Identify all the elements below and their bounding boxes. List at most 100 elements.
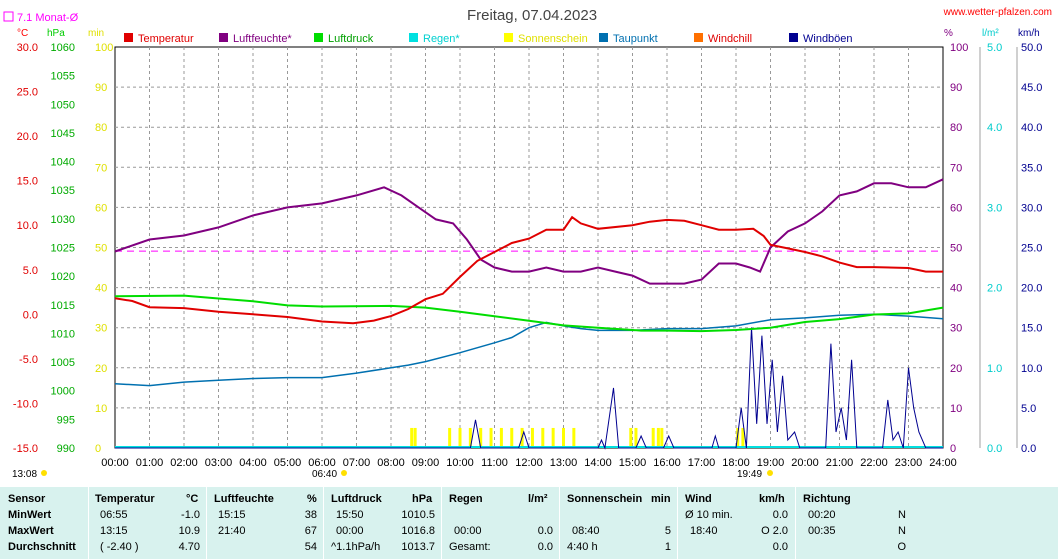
time-tick: 09:00 <box>412 457 440 469</box>
stats-cell: N <box>898 509 906 521</box>
unit-celsius: °C <box>17 28 28 39</box>
stats-cell: 13:15 <box>100 525 128 537</box>
sun-tick: 100 <box>95 42 113 54</box>
stats-cell: 00:20 <box>808 509 836 521</box>
legend-item-regen[interactable]: Regen* <box>409 33 460 45</box>
legend-item-luftfeuchte[interactable]: Luftfeuchte* <box>219 33 292 45</box>
stats-header-luftfeuchte: Luftfeuchte <box>214 493 274 505</box>
stats-cell: 54 <box>304 541 317 553</box>
sun-tick: 30 <box>95 323 107 335</box>
stats-header-luftfeuchte-unit: % <box>307 493 317 505</box>
wind-tick: 45.0 <box>1021 82 1042 94</box>
stats-cell: 1016.8 <box>401 525 435 537</box>
sun-tick: 0 <box>95 443 101 455</box>
pressure-tick: 1060 <box>51 42 75 54</box>
temp-tick: -15.0 <box>13 443 38 455</box>
unit-kmh: km/h <box>1018 28 1040 39</box>
stats-cell: 15:50 <box>336 509 364 521</box>
humidity-tick: 80 <box>950 122 962 134</box>
sun-bar <box>660 427 664 448</box>
stats-header-luftdruck: Luftdruck <box>331 493 382 505</box>
time-tick: 00:00 <box>101 457 129 469</box>
stats-cell: 4.70 <box>178 541 200 553</box>
pressure-tick: 1035 <box>51 185 75 197</box>
humidity-tick: 0 <box>950 443 956 455</box>
time-tick: 07:00 <box>343 457 371 469</box>
sunrise-label: 06:40 <box>312 469 337 480</box>
legend-item-windchill[interactable]: Windchill <box>694 33 752 45</box>
stats-cell: 15:15 <box>218 509 246 521</box>
time-tick: 22:00 <box>860 457 888 469</box>
taupunkt-line <box>114 313 944 387</box>
stats-row-label: MinWert <box>8 509 52 521</box>
pressure-tick: 1005 <box>51 357 75 369</box>
stats-header-sonnenschein-unit: min <box>651 493 671 505</box>
stats-cell: 0.0 <box>537 541 553 553</box>
sun-bar <box>541 427 545 448</box>
stats-cell: 38 <box>304 509 317 521</box>
stats-cell: 08:40 <box>572 525 600 537</box>
time-tick: 23:00 <box>895 457 923 469</box>
legend-label: Luftfeuchte* <box>233 33 292 45</box>
stats-header-richtung: Richtung <box>803 493 851 505</box>
sun-tick: 90 <box>95 82 107 94</box>
time-tick: 19:00 <box>757 457 785 469</box>
wind-tick: 10.0 <box>1021 363 1042 375</box>
sun-bar <box>572 427 576 448</box>
humidity-tick: 20 <box>950 363 962 375</box>
temp-tick: 30.0 <box>17 42 38 54</box>
time-tick: 01:00 <box>136 457 164 469</box>
sunrise-icon <box>341 470 347 476</box>
humidity-tick: 40 <box>950 283 962 295</box>
stats-cell: 00:35 <box>808 525 836 537</box>
stats-cell: 0.0 <box>772 541 788 553</box>
pressure-tick: 1040 <box>51 157 75 169</box>
wind-tick: 20.0 <box>1021 283 1042 295</box>
sun-bar <box>629 427 633 448</box>
weather-chart: Freitag, 07.04.2023 www.wetter-pfalzen.c… <box>3 7 1052 480</box>
legend-item-luftdruck[interactable]: Luftdruck <box>314 33 374 45</box>
stats-header-temperatur-unit: °C <box>186 493 199 505</box>
stats-cell: O <box>897 541 906 553</box>
stats-cell: 1 <box>664 541 671 553</box>
pressure-tick: 1020 <box>51 271 75 283</box>
unit-lm2: l/m² <box>982 28 999 39</box>
pressure-tick: 1045 <box>51 128 75 140</box>
legend-item-sonnenschein[interactable]: Sonnenschein <box>504 33 588 45</box>
time-tick: 17:00 <box>688 457 716 469</box>
windboeen-line <box>115 327 943 450</box>
site-link[interactable]: www.wetter-pfalzen.com <box>943 7 1052 18</box>
sun-tick: 70 <box>95 162 107 174</box>
stats-cell: 00:00 <box>454 525 482 537</box>
time-tick: 03:00 <box>205 457 233 469</box>
legend-item-taupunkt[interactable]: Taupunkt <box>599 33 658 45</box>
unit-percent: % <box>944 28 953 39</box>
legend-item-temperatur[interactable]: Temperatur <box>124 33 194 45</box>
legend-label: Regen* <box>423 33 460 45</box>
stats-cell: ( -2.40 ) <box>100 541 139 553</box>
legend-swatch <box>789 33 798 42</box>
rain-tick: 3.0 <box>987 202 1002 214</box>
time-tick: 04:00 <box>239 457 267 469</box>
time-tick: 12:00 <box>515 457 543 469</box>
rain-tick: 2.0 <box>987 283 1002 295</box>
time-tick: 06:00 <box>308 457 336 469</box>
time-tick: 08:00 <box>377 457 405 469</box>
stats-header-temperatur: Temperatur <box>95 493 155 505</box>
sun-bar <box>530 427 534 448</box>
sun-bar <box>410 427 414 448</box>
time-left-label: 13:08 <box>12 469 37 480</box>
sun-bar <box>510 427 514 448</box>
sun-tick: 10 <box>95 403 107 415</box>
luftfeuchte-line <box>114 178 944 285</box>
stats-cell: 10.9 <box>178 525 200 537</box>
legend-item-windboeen[interactable]: Windböen <box>789 33 853 45</box>
stats-cell: 4:40 h <box>567 541 598 553</box>
unit-hpa: hPa <box>47 28 65 39</box>
pressure-tick: 995 <box>57 414 75 426</box>
pressure-tick: 1030 <box>51 214 75 226</box>
stats-header-wind: Wind <box>685 493 712 505</box>
time-tick: 05:00 <box>274 457 302 469</box>
wind-tick: 15.0 <box>1021 323 1042 335</box>
luftdruck-line <box>114 294 944 333</box>
